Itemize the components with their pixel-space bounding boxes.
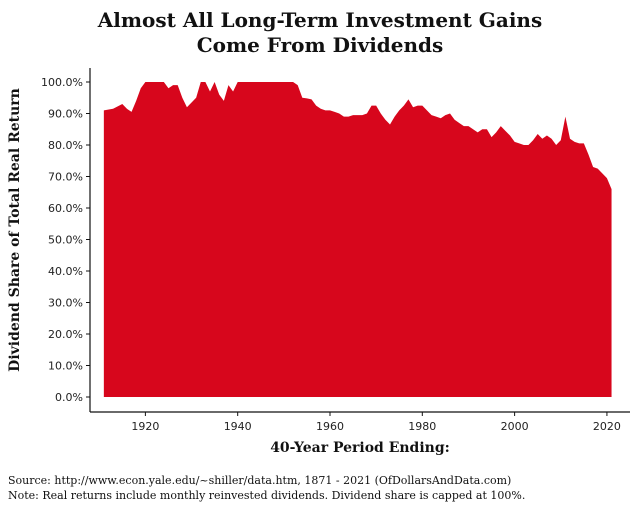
x-axis-label: 40-Year Period Ending: xyxy=(270,440,450,456)
y-tick-label: 10.0% xyxy=(48,360,83,373)
y-tick-label: 70.0% xyxy=(48,171,83,184)
y-tick-label: 20.0% xyxy=(48,328,83,341)
x-tick-label: 1920 xyxy=(131,420,159,433)
y-tick-label: 90.0% xyxy=(48,108,83,121)
y-axis-label: Dividend Share of Total Real Return xyxy=(7,88,23,372)
y-tick-label: 60.0% xyxy=(48,202,83,215)
y-tick-label: 50.0% xyxy=(48,234,83,247)
y-tick-label: 100.0% xyxy=(41,76,83,89)
footnote: Note: Real returns include monthly reinv… xyxy=(8,489,526,502)
y-tick-label: 40.0% xyxy=(48,265,83,278)
x-tick-label: 2000 xyxy=(501,420,529,433)
x-tick-label: 2020 xyxy=(593,420,621,433)
y-tick-label: 30.0% xyxy=(48,297,83,310)
chart-title-line2: Come From Dividends xyxy=(196,33,444,57)
y-tick-label: 80.0% xyxy=(48,139,83,152)
x-tick-label: 1980 xyxy=(408,420,436,433)
x-tick-label: 1940 xyxy=(224,420,252,433)
chart-title-line1: Almost All Long-Term Investment Gains xyxy=(97,8,543,32)
source-note: Source: http://www.econ.yale.edu/~shille… xyxy=(8,474,512,487)
x-tick-label: 1960 xyxy=(316,420,344,433)
area-series-0 xyxy=(103,82,612,397)
y-tick-label: 0.0% xyxy=(55,391,83,404)
